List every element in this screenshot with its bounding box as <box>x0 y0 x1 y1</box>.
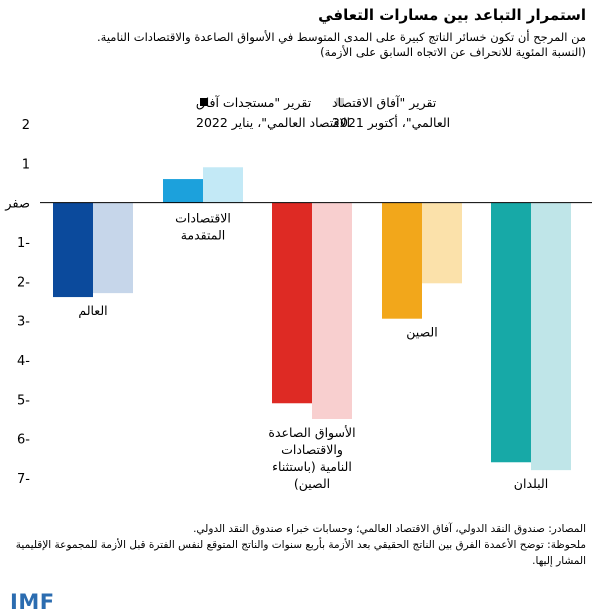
y-tick-label: 7- <box>17 472 30 487</box>
y-tick-label: 3- <box>17 315 30 330</box>
category-label: العالم <box>78 303 107 319</box>
y-tick-label: 1- <box>17 236 30 251</box>
category-label: الاقتصادات المتقدمة <box>175 211 231 243</box>
bar-jan-2022 <box>491 202 531 463</box>
bar-oct-2021 <box>93 202 133 294</box>
legend-swatch-oct-2021 <box>336 98 344 106</box>
legend-label-oct-2021: تقرير "آفاق الاقتصاد العالمي"، أكتوبر 202… <box>332 95 450 131</box>
category-label: الأسواق الصاعدة والاقتصادات النامية (باستث… <box>268 425 355 492</box>
bar-jan-2022 <box>53 202 93 298</box>
legend-label-line: الاقتصاد العالمي"، يناير 2022 <box>196 115 350 131</box>
y-tick-label: 2 <box>22 118 30 133</box>
chart-title: استمرار التباعد بين مسارات التعافي <box>318 6 586 24</box>
bar-chart: 2 1 صفر 1- 2- 3- 4- 5- 6- 7- العالم الاقتصادات المتق… <box>4 95 592 492</box>
y-tick-label: 5- <box>17 393 30 408</box>
chart-subtitle: من المرجح أن تكون خسائر الناتج كبيرة على… <box>14 30 586 60</box>
legend-label-line: العالمي"، أكتوبر 2021 <box>332 114 450 131</box>
bar-oct-2021 <box>422 202 462 284</box>
note-text: ملحوظة: توضح الأعمدة الفرق بين الناتج ال… <box>15 539 586 567</box>
category-label-line: الصين <box>406 325 437 341</box>
category-label-line: الأسواق الصاعدة <box>268 425 355 441</box>
bar-jan-2022 <box>272 202 312 404</box>
category-label: الصين <box>406 325 437 341</box>
bar-oct-2021 <box>203 167 243 203</box>
legend-label-line: تقرير "آفاق الاقتصاد <box>332 95 437 111</box>
y-tick-label: صفر <box>4 197 30 212</box>
category-label-line: المتقدمة <box>181 228 226 243</box>
unit-note: (النسبة المئوية للانحراف عن الاتجاه السا… <box>320 45 586 59</box>
subtitle-text: من المرجح أن تكون خسائر الناتج كبيرة على… <box>97 30 586 44</box>
legend-swatch-jan-2022 <box>200 98 208 106</box>
y-tick-label: 1 <box>22 157 30 172</box>
legend-label-line: تقرير "مستجدات آفاق <box>196 95 312 111</box>
category-label-line: العالم <box>78 303 107 319</box>
y-tick-label: 6- <box>17 433 30 448</box>
category-label-line: النامية (باستثناء <box>272 459 352 474</box>
bar-oct-2021 <box>531 202 571 471</box>
chart-footer: المصادر: صندوق النقد الدولي، آفاق الاقتص… <box>14 521 586 569</box>
bar-oct-2021 <box>312 202 352 419</box>
category-label-line: والاقتصادات <box>281 442 343 458</box>
imf-logo: IMF <box>10 590 55 614</box>
y-tick-label: 4- <box>17 354 30 369</box>
bar-jan-2022 <box>163 179 203 203</box>
category-label-line: الاقتصادات <box>175 211 231 226</box>
sources-text: المصادر: صندوق النقد الدولي، آفاق الاقتص… <box>193 523 586 535</box>
category-label-line: البلدان <box>514 476 548 491</box>
legend-label-jan-2022: تقرير "مستجدات آفاق الاقتصاد العالمي"، ين… <box>196 95 350 131</box>
y-tick-label: 2- <box>17 275 30 290</box>
bar-jan-2022 <box>382 202 422 319</box>
category-label-line: الصين) <box>294 476 330 492</box>
category-label: البلدان <box>514 476 548 491</box>
